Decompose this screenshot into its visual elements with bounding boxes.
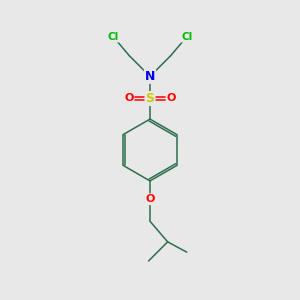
Text: N: N [145, 70, 155, 83]
Text: O: O [124, 94, 134, 103]
Text: S: S [146, 92, 154, 105]
Text: O: O [167, 94, 176, 103]
Text: Cl: Cl [181, 32, 192, 42]
Text: O: O [145, 194, 155, 204]
Text: Cl: Cl [108, 32, 119, 42]
